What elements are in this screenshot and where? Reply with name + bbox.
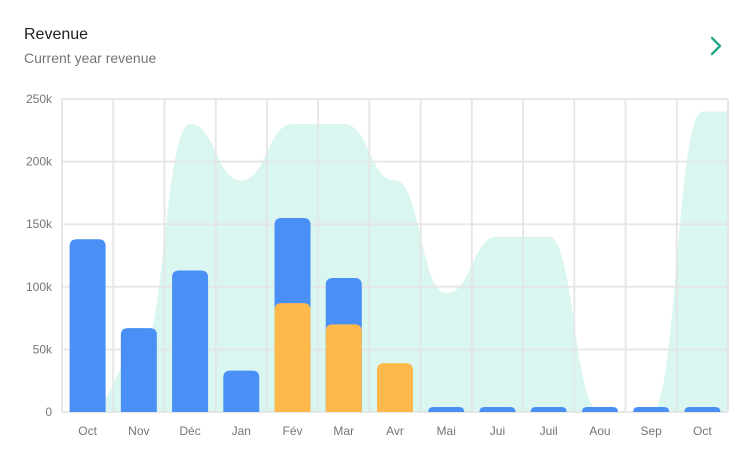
y-tick-label: 0 [45, 405, 52, 419]
bar-primary[interactable] [172, 270, 209, 412]
bar-primary[interactable] [581, 406, 618, 412]
bar-primary[interactable] [69, 239, 106, 412]
y-tick-label: 150k [26, 217, 53, 231]
x-tick-label: Aou [589, 424, 610, 438]
bar-primary[interactable] [428, 406, 465, 412]
y-tick-label: 250k [26, 92, 53, 106]
x-tick-label: Sep [640, 424, 662, 438]
x-tick-label: Déc [179, 424, 200, 438]
bar-primary[interactable] [120, 328, 157, 412]
x-tick-label: Oct [78, 424, 97, 438]
x-tick-label: Mar [333, 424, 354, 438]
chevron-right-icon[interactable] [704, 34, 728, 58]
area-series [62, 111, 728, 413]
bar-secondary[interactable] [377, 363, 413, 412]
card-title: Revenue [24, 26, 89, 43]
bar-primary[interactable] [684, 406, 721, 412]
x-tick-label: Mai [437, 424, 456, 438]
y-tick-label: 100k [26, 280, 53, 294]
bar-primary[interactable] [530, 406, 567, 412]
x-tick-label: Oct [693, 424, 712, 438]
bar-secondary[interactable] [274, 303, 311, 412]
x-tick-label: Nov [128, 424, 149, 438]
x-tick-label: Fév [283, 424, 303, 438]
x-tick-label: Jui [490, 424, 505, 438]
bar-primary[interactable] [633, 406, 670, 412]
y-tick-label: 50k [33, 342, 53, 356]
y-tick-label: 200k [26, 155, 53, 169]
grid [61, 98, 729, 413]
x-tick-label: Avr [386, 424, 404, 438]
x-tick-label: Jan [232, 424, 251, 438]
bar-primary[interactable] [223, 370, 260, 412]
card-subtitle: Current year revenue [24, 50, 157, 66]
bar-secondary[interactable] [325, 324, 362, 412]
bar-primary[interactable] [479, 406, 516, 412]
x-tick-label: Juil [540, 424, 558, 438]
